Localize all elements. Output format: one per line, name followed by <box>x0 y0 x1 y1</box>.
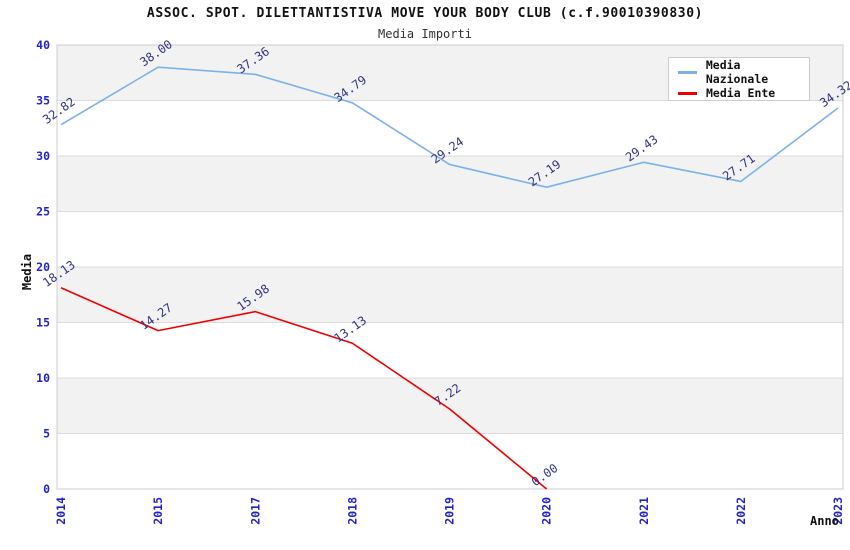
x-tick-label: 2015 <box>151 497 165 525</box>
chart-title: ASSOC. SPOT. DILETTANTISTIVA MOVE YOUR B… <box>146 6 704 21</box>
plot-band <box>57 211 843 267</box>
plot-band <box>57 378 843 434</box>
y-tick-label: 30 <box>36 149 50 163</box>
chart-subtitle: Media Importi <box>378 27 472 41</box>
x-tick-label: 2018 <box>345 497 359 525</box>
legend: Media Nazionale Media Ente <box>668 57 810 101</box>
legend-label-media-ente: Media Ente <box>706 86 776 100</box>
plot-band <box>57 433 843 489</box>
y-tick-label: 5 <box>43 427 50 441</box>
plot-band <box>57 100 843 156</box>
x-tick-label: 2021 <box>637 497 651 525</box>
y-tick-label: 40 <box>36 38 50 52</box>
legend-swatch-media-ente <box>678 91 697 95</box>
series-line-0 <box>60 66 839 188</box>
series-line-1 <box>60 287 548 490</box>
y-tick-label: 10 <box>36 371 50 385</box>
y-tick-label: 20 <box>36 260 50 274</box>
plot-border <box>56 44 844 490</box>
y-tick-label: 0 <box>43 482 50 496</box>
x-tick-label: 2020 <box>540 497 554 525</box>
x-tick-label: 2017 <box>248 497 262 525</box>
x-axis-title: Anno <box>810 514 839 528</box>
y-tick-label: 25 <box>36 205 50 219</box>
y-tick-label: 15 <box>36 316 50 330</box>
plot-band <box>57 267 843 323</box>
x-tick-label: 2019 <box>443 497 457 525</box>
y-tick-label: 35 <box>36 94 50 108</box>
legend-swatch-media-nazionale <box>678 70 697 74</box>
x-tick-label: 2023 <box>831 497 845 525</box>
y-axis-title: Media <box>20 253 34 291</box>
x-tick-label: 2022 <box>734 497 748 525</box>
legend-item-media-ente: Media Ente <box>678 86 809 100</box>
legend-label-media-nazionale: Media Nazionale <box>705 58 769 86</box>
x-tick-label: 2014 <box>54 497 68 525</box>
legend-item-media-nazionale: Media Nazionale <box>678 58 809 86</box>
plot-band <box>57 322 843 378</box>
